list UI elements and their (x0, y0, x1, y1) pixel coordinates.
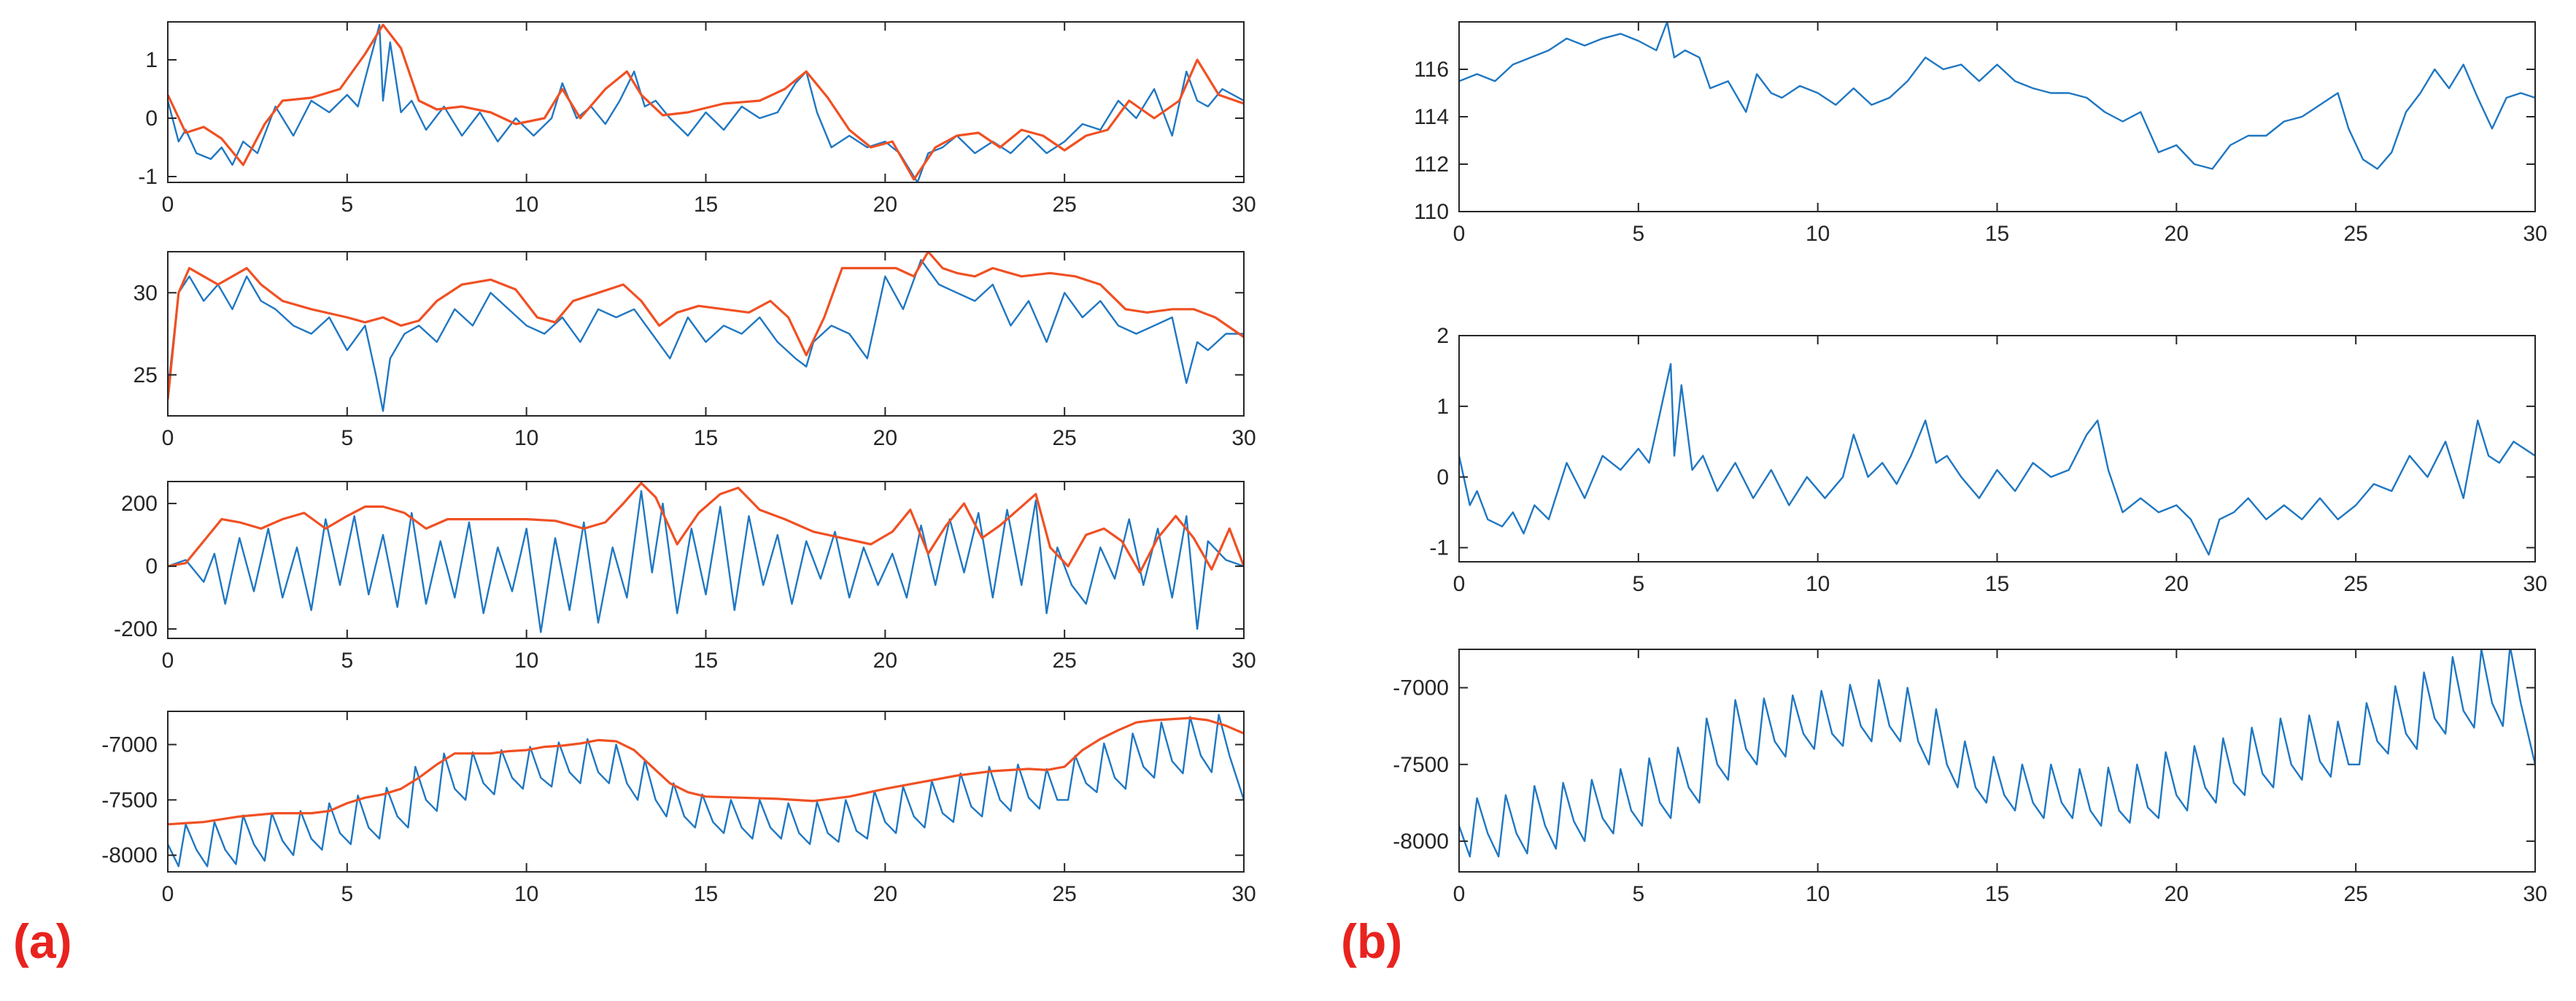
a4-ytick-label: -7500 (101, 788, 158, 812)
a2-xtick-label: 25 (1052, 426, 1076, 450)
a4-xtick-label: 20 (873, 882, 897, 906)
panel-label-a: (a) (13, 914, 72, 968)
chart-a1: 0 5 10 15 20 25 30-101 (138, 21, 1256, 217)
b3-ytick-label: -8000 (1393, 830, 1449, 854)
b3-xtick-label: 5 (1632, 882, 1644, 906)
b3-xtick-label: 25 (2343, 882, 2367, 906)
b1-xtick-label: 20 (2165, 222, 2189, 246)
a3-ytick-label: 200 (121, 492, 158, 516)
a4-xtick-label: 15 (694, 882, 718, 906)
b2-xtick-label: 25 (2343, 572, 2367, 596)
a3-series-envelope (168, 482, 1244, 574)
b2-xtick-label: 30 (2523, 572, 2547, 596)
chart-a4: 0 5 10 15 20 25 30 -8000 -7500 -7000 (101, 711, 1256, 906)
b3-ytick-label: -7000 (1393, 676, 1449, 700)
a4-series-signal (168, 714, 1244, 867)
a1-xtick-label: 25 (1052, 193, 1076, 217)
a3-xtick-label: 10 (514, 649, 538, 673)
a3-xtick-label: 20 (873, 649, 897, 673)
a2-series-envelope (168, 252, 1244, 400)
a3-series-signal (168, 490, 1244, 633)
b2-ytick-label: 2 (1436, 324, 1449, 348)
a2-xtick-label: 10 (514, 426, 538, 450)
b3-axes-box (1458, 649, 2536, 873)
b1-xtick-label: 5 (1632, 222, 1644, 246)
b2-xtick-label: 5 (1632, 572, 1644, 596)
a1-axes-box (167, 21, 1245, 183)
b1-xtick-label: 15 (1985, 222, 2009, 246)
a2-xtick-label: 15 (694, 426, 718, 450)
b3-xtick-label: 30 (2523, 882, 2547, 906)
a2-ytick-label: 30 (134, 281, 158, 305)
chart-a2: 0 5 10 15 20 25 30 25 30 (134, 251, 1256, 450)
b1-xtick-label: 0 (1453, 222, 1466, 246)
chart-b1: 0 5 10 15 20 25 30 110 112 114 116 (1414, 21, 2548, 246)
b2-xtick-label: 0 (1453, 572, 1466, 596)
a3-ytick-label: -200 (114, 617, 158, 641)
a3-xtick-label: 15 (694, 649, 718, 673)
a1-ytick-label: 0 (145, 107, 158, 131)
b2-xtick-label: 15 (1985, 572, 2009, 596)
a2-ytick-label: 25 (134, 363, 158, 387)
b1-xtick-label: 25 (2343, 222, 2367, 246)
b2-xtick-label: 10 (1806, 572, 1830, 596)
a3-xtick-label: 0 (162, 649, 174, 673)
a2-axes-box (167, 251, 1245, 417)
b1-ytick-label: 110 (1414, 200, 1449, 224)
b1-series-signal (1459, 22, 2535, 170)
a3-xtick-label: 5 (341, 649, 353, 673)
b2-ytick-label: 0 (1436, 465, 1449, 490)
a4-series-envelope (168, 716, 1244, 826)
a2-xtick-label: 30 (1231, 426, 1256, 450)
a1-series-envelope (168, 23, 1244, 181)
b1-xtick-label: 10 (1806, 222, 1830, 246)
a4-xtick-label: 0 (162, 882, 174, 906)
b2-series-signal (1459, 363, 2535, 556)
a1-xtick-label: 15 (694, 193, 718, 217)
a1-series-signal (168, 23, 1244, 182)
b1-xtick-label: 30 (2523, 222, 2547, 246)
a4-ytick-label: -8000 (101, 843, 158, 867)
b1-ytick-label: 114 (1414, 105, 1449, 129)
a2-xtick-label: 0 (162, 426, 174, 450)
a1-xtick-label: 5 (341, 193, 353, 217)
chart-b3: 0 5 10 15 20 25 30 -8000 -7500 -7000 (1393, 649, 2548, 906)
a1-xtick-label: 10 (514, 193, 538, 217)
b1-axes-box (1458, 21, 2536, 212)
a2-xtick-label: 5 (341, 426, 353, 450)
a1-xtick-label: 0 (162, 193, 174, 217)
b1-ytick-label: 116 (1414, 58, 1449, 82)
b3-xtick-label: 10 (1806, 882, 1830, 906)
a3-xtick-label: 25 (1052, 649, 1076, 673)
a1-xtick-label: 20 (873, 193, 897, 217)
a3-axes-box (167, 481, 1245, 639)
b3-series-signal (1459, 649, 2535, 858)
b3-ytick-label: -7500 (1393, 753, 1449, 777)
a1-xtick-label: 30 (1231, 193, 1256, 217)
a4-xtick-label: 10 (514, 882, 538, 906)
b3-xtick-label: 0 (1453, 882, 1466, 906)
b2-ytick-label: -1 (1429, 536, 1449, 560)
a4-axes-box (167, 711, 1245, 873)
a2-xtick-label: 20 (873, 426, 897, 450)
b3-xtick-label: 15 (1985, 882, 2009, 906)
a3-ytick-label: 0 (145, 554, 158, 579)
b2-axes-box (1458, 335, 2536, 563)
panel-label-b: (b) (1341, 914, 1403, 968)
a2-series-signal (168, 259, 1244, 412)
a3-xtick-label: 30 (1231, 649, 1256, 673)
b2-xtick-label: 20 (2165, 572, 2189, 596)
a4-ytick-label: -7000 (101, 733, 158, 757)
b1-ytick-label: 112 (1414, 152, 1449, 177)
b2-ytick-label: 1 (1436, 395, 1449, 419)
a4-xtick-label: 25 (1052, 882, 1076, 906)
a1-ytick-label: -1 (138, 165, 158, 189)
a4-xtick-label: 5 (341, 882, 353, 906)
b3-xtick-label: 20 (2165, 882, 2189, 906)
a4-xtick-label: 30 (1231, 882, 1256, 906)
a1-ytick-label: 1 (145, 48, 158, 72)
